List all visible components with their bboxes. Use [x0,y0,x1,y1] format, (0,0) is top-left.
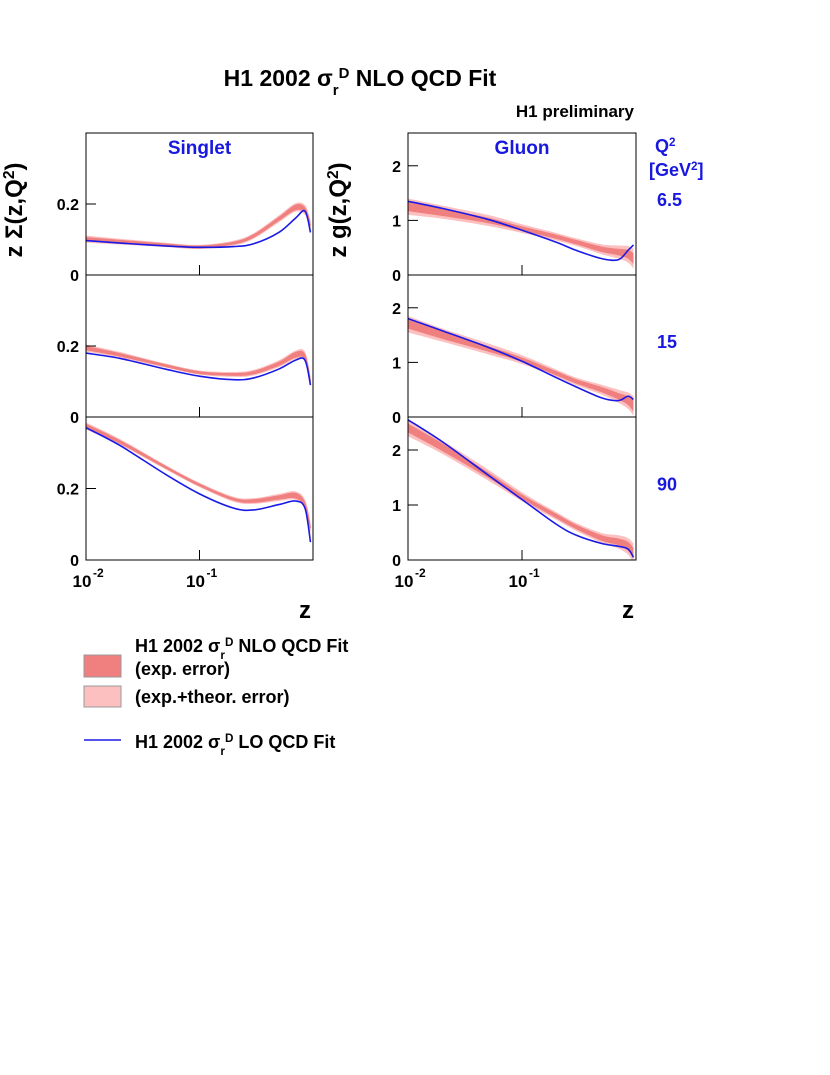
plot-area [408,198,635,269]
x-tick-label: 10 [73,572,92,591]
nlo-center-line [86,347,312,382]
text-part: D [339,65,350,82]
text-part: 2 [691,160,698,173]
y-tick-label: 1 [392,498,401,515]
legend-label: (exp. error) [135,659,230,679]
text-part: H1 2002 σ [224,65,333,91]
x-axis-label: z [622,597,634,624]
band-total [408,419,634,560]
plot-area [86,344,312,388]
band-exp [86,346,311,386]
band-total [86,202,311,250]
text-part: NLO QCD Fit [349,65,496,91]
y-tick-label: 0 [392,410,401,427]
text-part: 2 [669,136,676,149]
y-tick-label: 0 [392,268,401,285]
nlo-center-line [408,427,634,554]
x-tick-label: 10 [395,572,414,591]
legend-label: (exp.+theor. error) [135,687,290,707]
x-tick-exponent: -1 [529,566,540,580]
nlo-center-line [86,206,312,248]
nlo-center-line [86,425,312,528]
legend-swatch [83,654,122,678]
text-part: z Σ(z,Q [1,179,28,257]
band-exp [86,204,311,249]
y-tick-label: 2 [392,443,401,460]
panel-frame [85,416,314,561]
text-part: D [225,636,233,649]
text-part: r [333,82,339,99]
x-tick-exponent: -2 [415,566,426,580]
y-tick-label: 2 [392,301,401,318]
q2-value: 90 [657,475,677,495]
text-part: ) [325,162,352,170]
band-exp [408,319,634,412]
q2-value: 6.5 [657,190,682,210]
legend-label: H1 2002 σrD LO QCD Fit [135,732,335,758]
q2-unit: [GeV2] [649,160,704,181]
lo-line [86,352,312,386]
subtitle: H1 preliminary [516,102,635,121]
plot-area [408,419,635,560]
y-tick-label: 0.2 [57,482,79,499]
x-tick-exponent: -1 [207,566,218,580]
text-part: LO QCD Fit [233,732,335,752]
band-exp [86,423,311,532]
lo-line [86,427,312,543]
text-part: 2 [325,170,342,179]
text-part: r [220,745,225,758]
plot-area [86,202,312,250]
y-axis-label: z Σ(z,Q2) [1,162,29,257]
q2-value: 15 [657,332,677,352]
legend-title: H1 2002 σrD NLO QCD Fit [135,636,348,662]
text-part: D [225,732,233,745]
nlo-center-line [408,206,634,260]
y-tick-label: 0 [70,410,79,427]
lo-line [408,317,634,402]
text-part: [GeV [649,160,691,180]
y-tick-label: 0.2 [57,339,79,356]
x-tick-label: 10 [186,572,205,591]
plot-area [86,422,312,543]
text-part: ] [698,160,704,180]
x-tick-label: 10 [509,572,528,591]
panel-title: Gluon [495,138,550,159]
q2-label: Q2 [655,136,676,157]
band-total [86,344,311,388]
text-part: 2 [1,170,18,179]
text-part: ) [1,162,28,170]
y-tick-label: 0 [392,553,401,570]
figure-title: H1 2002 σrD NLO QCD Fit [224,65,497,99]
text-part: z g(z,Q [325,179,352,258]
band-total [86,422,311,534]
y-tick-label: 0 [70,553,79,570]
y-tick-label: 1 [392,213,401,230]
panel-frame [407,274,637,418]
x-tick-exponent: -2 [93,566,104,580]
x-axis-label: z [299,597,311,624]
y-tick-label: 0 [70,268,79,285]
y-axis-label: z g(z,Q2) [325,162,353,257]
text-part: r [220,649,225,662]
y-tick-label: 0.2 [57,197,79,214]
lo-line [408,200,635,262]
y-tick-label: 2 [392,159,401,176]
text-part: NLO QCD Fit [233,636,348,656]
text-part: H1 2002 σ [135,732,220,752]
plot-area [408,315,634,416]
band-exp [408,202,634,265]
lo-line [408,419,635,558]
panel-title: Singlet [168,138,232,159]
text-part: Q [655,136,669,156]
lo-line [86,209,312,249]
band-exp [408,423,634,559]
legend-swatch [83,685,122,708]
panel-frame [85,274,314,418]
y-tick-label: 1 [392,355,401,372]
text-part: H1 2002 σ [135,636,220,656]
